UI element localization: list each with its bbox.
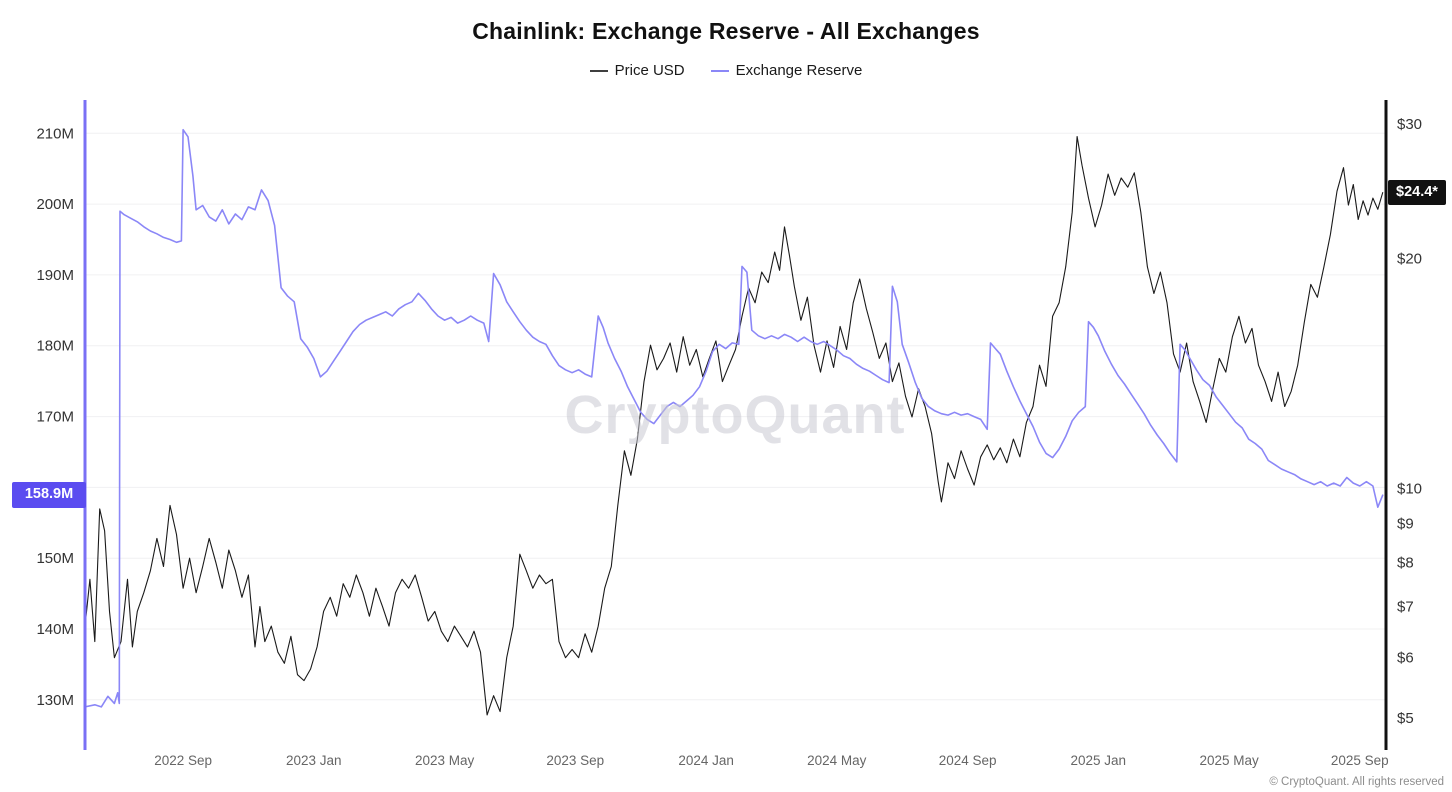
left-axis-tick-label: 190M — [36, 267, 74, 284]
left-axis-tick-label: 140M — [36, 621, 74, 638]
right-axis-tick-label: $30 — [1397, 116, 1422, 133]
chart-title: Chainlink: Exchange Reserve - All Exchan… — [472, 18, 980, 44]
left-axis-tick-label: 170M — [36, 409, 74, 426]
x-axis-tick-label: 2025 Sep — [1331, 753, 1389, 768]
right-axis-tick-label: $6 — [1397, 650, 1414, 667]
legend-label-price-usd: Price USD — [614, 62, 685, 79]
left-axis-tick-label: 200M — [36, 196, 74, 213]
x-axis-tick-label: 2024 Jan — [678, 753, 734, 768]
copyright-footer: © CryptoQuant. All rights reserved — [1269, 776, 1444, 788]
left-axis-tick-label: 130M — [36, 692, 74, 709]
exchange-reserve-line[interactable] — [84, 128, 1384, 708]
x-axis-tick-label: 2024 May — [807, 753, 867, 768]
legend-item-exchange-reserve[interactable]: Exchange Reserve — [710, 62, 863, 79]
x-axis-tick-label: 2023 May — [415, 753, 475, 768]
x-axis-tick-label: 2025 Jan — [1071, 753, 1127, 768]
price-usd-line[interactable] — [84, 135, 1384, 716]
price-latest-badge: $24.4* — [1388, 179, 1446, 205]
legend-item-price-usd[interactable]: Price USD — [589, 62, 685, 79]
right-axis-tick-label: $5 — [1397, 710, 1414, 727]
x-axis-tick-label: 2023 Sep — [546, 753, 604, 768]
left-axis-tick-label: 210M — [36, 125, 74, 142]
x-axis-tick-label: 2023 Jan — [286, 753, 342, 768]
x-axis-tick-label: 2024 Sep — [939, 753, 997, 768]
right-axis-tick-label: $9 — [1397, 515, 1414, 532]
exchange-reserve-latest-badge: 158.9M — [12, 482, 86, 508]
right-axis-tick-label: $8 — [1397, 554, 1414, 571]
x-axis-tick-label: 2025 May — [1199, 753, 1259, 768]
legend: Price USD Exchange Reserve — [0, 62, 1452, 79]
right-axis-tick-label: $10 — [1397, 480, 1422, 497]
left-axis-tick-label: 150M — [36, 550, 74, 567]
legend-label-exchange-reserve: Exchange Reserve — [735, 62, 863, 79]
right-axis-tick-label: $7 — [1397, 599, 1414, 616]
price-usd-swatch-icon — [589, 69, 608, 72]
exchange-reserve-swatch-icon — [710, 69, 729, 72]
right-axis-tick-label: $20 — [1397, 251, 1422, 268]
left-axis-tick-label: 180M — [36, 338, 74, 355]
x-axis-tick-label: 2022 Sep — [154, 753, 212, 768]
